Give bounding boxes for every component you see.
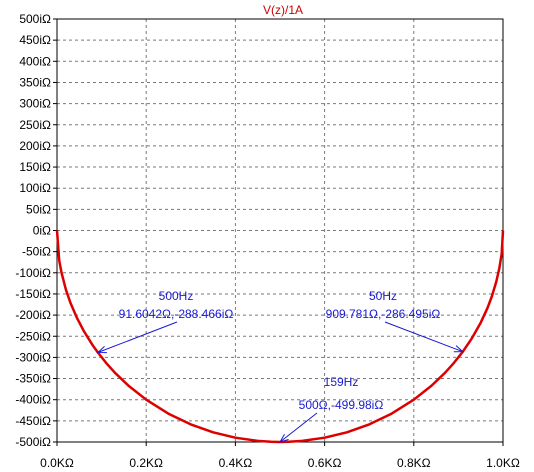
y-tick-label: 100iΩ [19, 181, 51, 195]
annotation-50hz: 50Hz 909.781Ω,-286.495iΩ [326, 289, 465, 353]
x-tick-label: 0.6KΩ [308, 456, 342, 470]
chart-title: V(z)/1A [263, 3, 303, 17]
annotation-159hz: 159Hz 500Ω,-499.98iΩ [278, 375, 384, 443]
annotation-arrow-line [384, 321, 463, 353]
y-tick-label: 400iΩ [19, 54, 51, 68]
annotation-value: 500Ω,-499.98iΩ [299, 398, 384, 412]
y-tick-label: 50iΩ [26, 202, 51, 216]
y-tick-label: -450iΩ [15, 414, 51, 428]
x-tick-label: 1.0KΩ [486, 456, 520, 470]
y-tick-label: -400iΩ [15, 393, 51, 407]
y-tick-label: -200iΩ [15, 308, 51, 322]
y-tick-label: -150iΩ [15, 287, 51, 301]
annotation-arrow-line [97, 321, 178, 353]
annotation-title: 50Hz [369, 289, 397, 303]
x-tick-label: 0.0KΩ [40, 456, 74, 470]
y-tick-label: 500iΩ [19, 12, 51, 26]
y-tick-label: 0iΩ [33, 224, 51, 238]
y-tick-label: -250iΩ [15, 329, 51, 343]
x-tick-label: 0.8KΩ [397, 456, 431, 470]
y-tick-label: -50iΩ [22, 245, 51, 259]
y-tick-label: -350iΩ [15, 372, 51, 386]
y-tick-label: -300iΩ [15, 350, 51, 364]
annotation-arrow-head [96, 346, 107, 354]
x-tick-label: 0.2KΩ [129, 456, 163, 470]
y-tick-label: 350iΩ [19, 75, 51, 89]
y-tick-label: -100iΩ [15, 266, 51, 280]
annotation-value: 909.781Ω,-286.495iΩ [326, 307, 441, 321]
y-tick-label: 250iΩ [19, 118, 51, 132]
y-tick-label: 150iΩ [19, 160, 51, 174]
annotations: 500Hz 91.6042Ω,-288.466iΩ 50Hz 909.781Ω,-28… [96, 289, 465, 443]
axes: 0.0KΩ 0.2KΩ 0.4KΩ 0.6KΩ 0.8KΩ 1.0KΩ 500iΩ 450iΩ… [15, 12, 520, 470]
annotation-title: 500Hz [159, 289, 194, 303]
y-tick-label: 450iΩ [19, 33, 51, 47]
x-tick-label: 0.4KΩ [219, 456, 253, 470]
annotation-title: 159Hz [324, 375, 359, 389]
y-tick-label: 300iΩ [19, 97, 51, 111]
y-tick-label: 200iΩ [19, 139, 51, 153]
y-tick-label: -500iΩ [15, 435, 51, 449]
annotation-arrow-head [278, 433, 289, 443]
grid-lines [56, 18, 504, 443]
annotation-arrow-line [279, 412, 318, 443]
annotation-500hz: 500Hz 91.6042Ω,-288.466iΩ [96, 289, 234, 354]
annotation-arrow-head [453, 345, 465, 353]
annotation-value: 91.6042Ω,-288.466iΩ [119, 307, 234, 321]
